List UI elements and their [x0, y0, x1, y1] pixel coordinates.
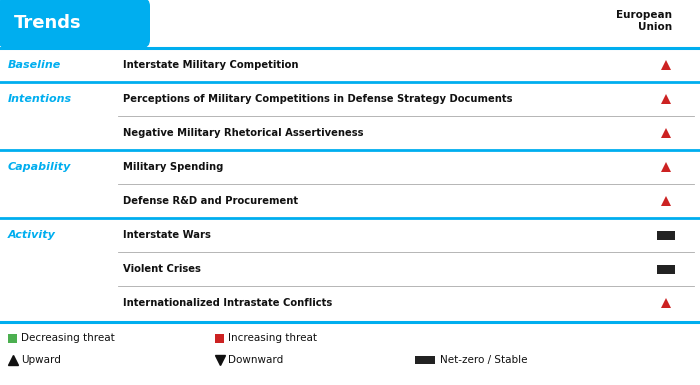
- Text: Trends: Trends: [14, 14, 82, 32]
- Text: Interstate Wars: Interstate Wars: [123, 230, 211, 240]
- Text: Capability: Capability: [8, 162, 71, 172]
- Bar: [657, 264, 675, 273]
- Text: Upward: Upward: [21, 355, 61, 365]
- Bar: [215, 333, 224, 343]
- Text: Increasing threat: Increasing threat: [228, 333, 317, 343]
- Text: Net-zero / Stable: Net-zero / Stable: [440, 355, 528, 365]
- Text: Defense R&D and Procurement: Defense R&D and Procurement: [123, 196, 298, 206]
- Text: Decreasing threat: Decreasing threat: [21, 333, 115, 343]
- Bar: [657, 231, 675, 239]
- Text: Military Spending: Military Spending: [123, 162, 223, 172]
- Text: Internationalized Intrastate Conflicts: Internationalized Intrastate Conflicts: [123, 298, 332, 308]
- Text: European
Union: European Union: [616, 10, 672, 32]
- Text: Violent Crises: Violent Crises: [123, 264, 201, 274]
- Text: Interstate Military Competition: Interstate Military Competition: [123, 60, 298, 70]
- Text: Activity: Activity: [8, 230, 56, 240]
- Bar: [8, 333, 17, 343]
- Text: Baseline: Baseline: [8, 60, 62, 70]
- Text: Intentions: Intentions: [8, 94, 72, 104]
- Text: Perceptions of Military Competitions in Defense Strategy Documents: Perceptions of Military Competitions in …: [123, 94, 512, 104]
- Text: Negative Military Rhetorical Assertiveness: Negative Military Rhetorical Assertivene…: [123, 128, 363, 138]
- Bar: [415, 356, 435, 364]
- Text: Downward: Downward: [228, 355, 284, 365]
- FancyBboxPatch shape: [0, 0, 150, 48]
